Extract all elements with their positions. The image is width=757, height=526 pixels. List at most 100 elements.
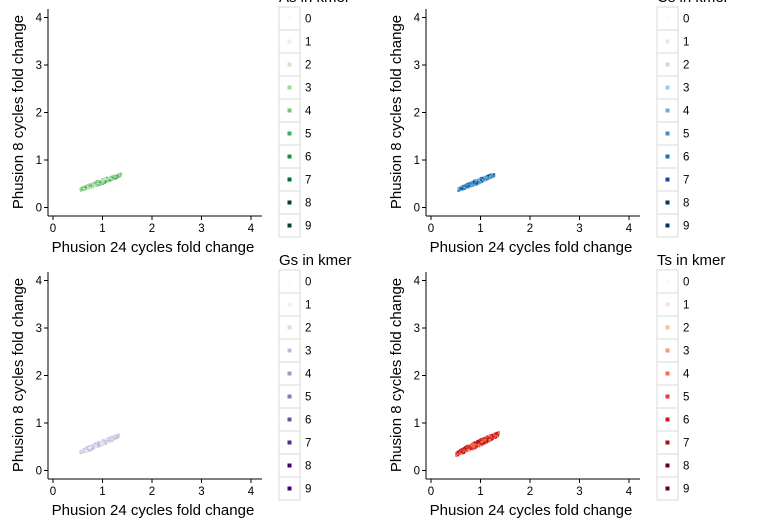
data-point: [84, 185, 87, 188]
data-point: [104, 441, 107, 443]
data-point: [89, 449, 92, 452]
legend-swatch: [665, 154, 670, 159]
data-point: [482, 442, 485, 445]
data-point: [458, 453, 461, 455]
data-point: [113, 438, 116, 440]
data-point: [95, 181, 97, 184]
data-point: [99, 180, 102, 182]
data-point: [488, 438, 490, 441]
data-point: [479, 444, 482, 447]
data-point: [108, 436, 111, 438]
data-point: [111, 440, 113, 442]
data-point: [485, 176, 488, 179]
data-point: [478, 440, 480, 442]
data-point: [456, 451, 459, 453]
data-point: [479, 182, 481, 184]
legend-swatch: [665, 62, 670, 67]
data-point: [85, 448, 87, 451]
data-point: [91, 186, 94, 188]
data-point: [97, 444, 99, 447]
data-point: [469, 183, 471, 186]
data-point: [486, 435, 489, 437]
data-point: [491, 173, 493, 176]
data-point: [461, 451, 463, 454]
legend-swatch: [665, 39, 670, 44]
data-point: [115, 436, 118, 438]
data-point: [481, 179, 484, 181]
x-tick-label: 3: [576, 223, 582, 235]
y-tick-label: 2: [36, 371, 42, 383]
data-point: [482, 439, 485, 441]
data-point: [88, 448, 91, 451]
legend-swatch: [287, 62, 292, 67]
y-tick-label: 2: [414, 108, 420, 120]
data-point: [481, 441, 483, 443]
data-point: [110, 179, 113, 181]
data-point: [483, 176, 486, 179]
legend-swatch: [665, 371, 670, 376]
data-point: [85, 451, 88, 453]
data-point: [471, 445, 474, 447]
data-point: [88, 185, 90, 188]
data-point: [462, 447, 465, 449]
data-point: [496, 435, 499, 438]
y-tick-label: 1: [414, 155, 420, 167]
data-point: [82, 448, 85, 450]
data-point: [93, 444, 96, 447]
data-point: [473, 441, 476, 444]
legend-swatch: [287, 417, 292, 422]
legend-label: 8: [683, 198, 689, 210]
x-axis-title: Phusion 24 cycles fold change: [430, 502, 633, 519]
data-point: [480, 438, 482, 441]
y-tick-label: 4: [414, 276, 421, 288]
legend-swatch: [287, 154, 292, 159]
data-point: [100, 441, 102, 444]
y-tick-label: 4: [36, 276, 43, 288]
data-point: [112, 177, 114, 179]
data-point: [490, 439, 492, 442]
point-cloud: [455, 431, 500, 458]
data-point: [86, 185, 89, 188]
data-point: [106, 438, 109, 440]
data-point: [467, 183, 469, 186]
legend-title: Ts in kmer: [657, 252, 725, 269]
data-point: [461, 448, 463, 451]
point-cloud: [79, 433, 120, 455]
legend-label: 1: [683, 300, 689, 312]
legend-title: As in kmer: [279, 0, 350, 6]
legend-swatch: [287, 325, 292, 330]
legend-label: 5: [305, 392, 311, 404]
x-tick-label: 4: [626, 223, 633, 235]
data-point: [471, 184, 474, 187]
data-point: [118, 174, 120, 177]
data-point: [486, 177, 489, 180]
data-point: [494, 435, 496, 437]
data-point: [96, 446, 98, 448]
legend-label: 1: [683, 37, 689, 49]
legend-label: 7: [305, 438, 311, 450]
data-point: [492, 174, 494, 177]
legend-swatch: [287, 131, 292, 136]
data-point: [489, 436, 491, 439]
data-point: [493, 434, 495, 437]
data-point: [491, 438, 493, 440]
data-point: [85, 185, 88, 187]
data-point: [472, 446, 475, 449]
data-point: [493, 173, 496, 176]
data-point: [112, 438, 115, 441]
data-point: [479, 180, 481, 182]
data-point: [84, 186, 87, 189]
legend-swatch: [665, 177, 670, 182]
data-point: [107, 179, 109, 182]
data-point: [481, 442, 484, 445]
data-point: [479, 441, 482, 444]
y-tick-label: 0: [36, 203, 42, 215]
data-point: [469, 185, 471, 188]
data-point: [495, 436, 498, 439]
legend: Gs in kmer 0 1 2 3 4 5 6 7 8 9: [278, 252, 352, 501]
data-point: [90, 445, 92, 448]
data-point: [79, 189, 82, 192]
data-point: [457, 190, 460, 192]
data-point: [82, 187, 85, 190]
legend: As in kmer 0 1 2 3 4 5 6 7 8 9: [278, 0, 350, 238]
